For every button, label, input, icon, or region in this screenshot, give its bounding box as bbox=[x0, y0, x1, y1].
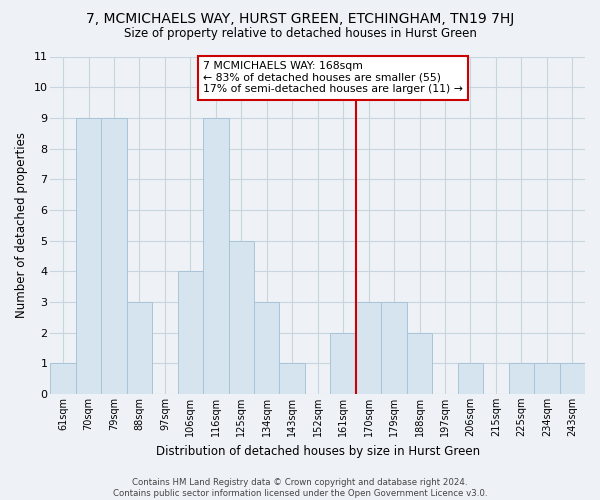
Bar bbox=[560, 363, 585, 394]
Bar bbox=[382, 302, 407, 394]
Bar bbox=[178, 271, 203, 394]
Bar bbox=[407, 332, 432, 394]
X-axis label: Distribution of detached houses by size in Hurst Green: Distribution of detached houses by size … bbox=[155, 444, 480, 458]
Bar bbox=[331, 332, 356, 394]
Bar bbox=[458, 363, 483, 394]
Bar bbox=[280, 363, 305, 394]
Bar bbox=[534, 363, 560, 394]
Text: 7, MCMICHAELS WAY, HURST GREEN, ETCHINGHAM, TN19 7HJ: 7, MCMICHAELS WAY, HURST GREEN, ETCHINGH… bbox=[86, 12, 514, 26]
Bar bbox=[203, 118, 229, 394]
Bar bbox=[356, 302, 382, 394]
Bar bbox=[254, 302, 280, 394]
Text: Contains HM Land Registry data © Crown copyright and database right 2024.
Contai: Contains HM Land Registry data © Crown c… bbox=[113, 478, 487, 498]
Bar bbox=[101, 118, 127, 394]
Bar bbox=[50, 363, 76, 394]
Text: Size of property relative to detached houses in Hurst Green: Size of property relative to detached ho… bbox=[124, 28, 476, 40]
Bar bbox=[76, 118, 101, 394]
Bar bbox=[127, 302, 152, 394]
Bar bbox=[229, 240, 254, 394]
Bar bbox=[509, 363, 534, 394]
Text: 7 MCMICHAELS WAY: 168sqm
← 83% of detached houses are smaller (55)
17% of semi-d: 7 MCMICHAELS WAY: 168sqm ← 83% of detach… bbox=[203, 61, 463, 94]
Y-axis label: Number of detached properties: Number of detached properties bbox=[15, 132, 28, 318]
